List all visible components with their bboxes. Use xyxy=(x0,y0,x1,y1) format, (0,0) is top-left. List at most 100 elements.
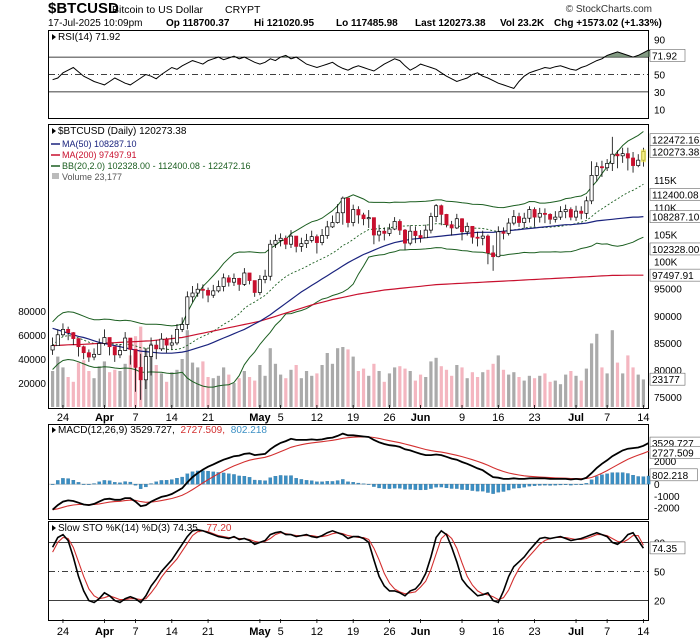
macd-hist-bar xyxy=(335,480,340,485)
macd-hist-bar xyxy=(201,470,205,485)
candle-body xyxy=(180,324,185,330)
candle-body xyxy=(475,236,480,239)
volume-bar xyxy=(460,367,464,407)
price-value-tag-box xyxy=(649,242,700,256)
volume-bar xyxy=(564,374,568,407)
candle-body xyxy=(206,289,211,296)
volume-bar xyxy=(589,343,594,407)
macd-hist-bar xyxy=(149,483,153,485)
rsi-value-tag-group: 71.92 xyxy=(649,49,686,62)
candle-body xyxy=(449,224,454,229)
price-value-tag-box xyxy=(649,210,700,223)
volume-bar xyxy=(641,379,646,407)
price-x-axis-label: 21 xyxy=(202,412,214,424)
volume-y-tick: 80000 xyxy=(18,307,46,318)
candle-body xyxy=(107,337,112,348)
volume-bar xyxy=(284,378,288,407)
candle-body xyxy=(579,210,584,214)
candle-body xyxy=(491,252,496,258)
macd-hist-bar xyxy=(361,483,366,485)
macd-hist-bar xyxy=(154,481,159,485)
candle-body xyxy=(185,296,190,325)
volume-bar xyxy=(159,373,164,407)
candle-body xyxy=(625,153,630,159)
macd-hist-bar xyxy=(584,483,589,485)
candle-body xyxy=(133,349,138,368)
volume-bar xyxy=(206,377,210,407)
price-x-axis-label: 14 xyxy=(166,412,178,424)
candle-body xyxy=(356,209,361,216)
candle-body xyxy=(143,356,148,381)
macd-hist-bar xyxy=(470,483,475,491)
price-value-tag: 108287.10 xyxy=(652,213,700,224)
volume-bar xyxy=(605,373,609,407)
price-panel-frame xyxy=(48,124,649,409)
macd-hist-bar xyxy=(242,476,247,485)
sto-x-axis-label: 9 xyxy=(459,626,465,638)
header-change: Chg +1573.02 (+1.33%) xyxy=(554,18,662,29)
macd-hist-bar xyxy=(273,476,278,485)
volume-bar xyxy=(501,369,506,407)
candle-body xyxy=(118,350,122,356)
volume-bar xyxy=(253,380,257,407)
candle-body xyxy=(615,153,620,157)
volume-bar xyxy=(367,375,371,407)
macd-line xyxy=(52,432,650,511)
candle-body xyxy=(574,210,578,218)
macd-hist-bar xyxy=(216,472,221,485)
volume-bar xyxy=(434,357,438,407)
volume-bar xyxy=(320,365,324,407)
price-value-tag-group: 112400.08 xyxy=(649,188,700,201)
volume-bar xyxy=(543,373,547,407)
macd-hist-bar xyxy=(569,483,573,486)
price-y-tick: 90000 xyxy=(654,312,682,323)
macd-hist-bar xyxy=(480,483,485,492)
candle-body xyxy=(558,211,563,218)
volume-bar xyxy=(610,330,614,407)
price-y-tick: 100K xyxy=(654,258,678,269)
watermark: © StockCharts.com xyxy=(566,4,652,15)
sto-d-line xyxy=(52,530,644,601)
rsi-y-tick: 50 xyxy=(654,71,666,82)
macd-hist-bar xyxy=(325,481,330,485)
volume-bars xyxy=(50,326,646,407)
ticker-symbol: $BTCUSD xyxy=(48,0,119,17)
volume-bar xyxy=(341,347,345,407)
price-y-tick: 75000 xyxy=(654,393,682,404)
candle-body xyxy=(232,278,236,283)
macd-hist-bar xyxy=(413,483,418,490)
candle-body xyxy=(506,222,511,234)
macd-hist-bar xyxy=(315,481,319,485)
candle-body xyxy=(55,334,60,346)
volume-bar xyxy=(377,371,381,407)
sto-y-tick: 50 xyxy=(654,568,666,579)
volume-bar xyxy=(97,366,101,407)
macd-hist-bar xyxy=(372,483,376,487)
candle-body xyxy=(175,329,179,344)
candle-body xyxy=(221,277,226,287)
price-value-tag-group: 102328.00 xyxy=(649,242,700,256)
price-x-axis-label: 14 xyxy=(637,412,649,424)
sto-value-tag: 74.35 xyxy=(652,544,677,555)
candle-body xyxy=(237,278,242,285)
candle-body xyxy=(247,272,252,281)
bb-upper-line xyxy=(52,131,644,327)
sto-x-axis-label: 5 xyxy=(278,626,284,638)
sto-label-text: Slow STO %K(14) %D(3) 74.35, 77.20 xyxy=(58,523,232,534)
macd-hist-bar xyxy=(258,480,262,485)
candle-body xyxy=(423,229,428,239)
price-x-axis-label: May xyxy=(249,412,271,424)
candle-body xyxy=(278,237,283,241)
macd-hist-bar xyxy=(252,479,257,485)
volume-bar xyxy=(631,367,635,407)
macd-hist-bar xyxy=(289,475,293,485)
macd-hist-bar xyxy=(320,481,324,485)
candle-body xyxy=(283,237,288,245)
macd-hist-bar xyxy=(537,483,542,486)
macd-hist-bar xyxy=(102,480,107,485)
volume-bar xyxy=(356,371,360,407)
sto-k-line xyxy=(51,528,645,604)
volume-bar xyxy=(170,372,174,407)
macd-hist-bar xyxy=(398,483,402,489)
candle-body xyxy=(371,217,376,236)
